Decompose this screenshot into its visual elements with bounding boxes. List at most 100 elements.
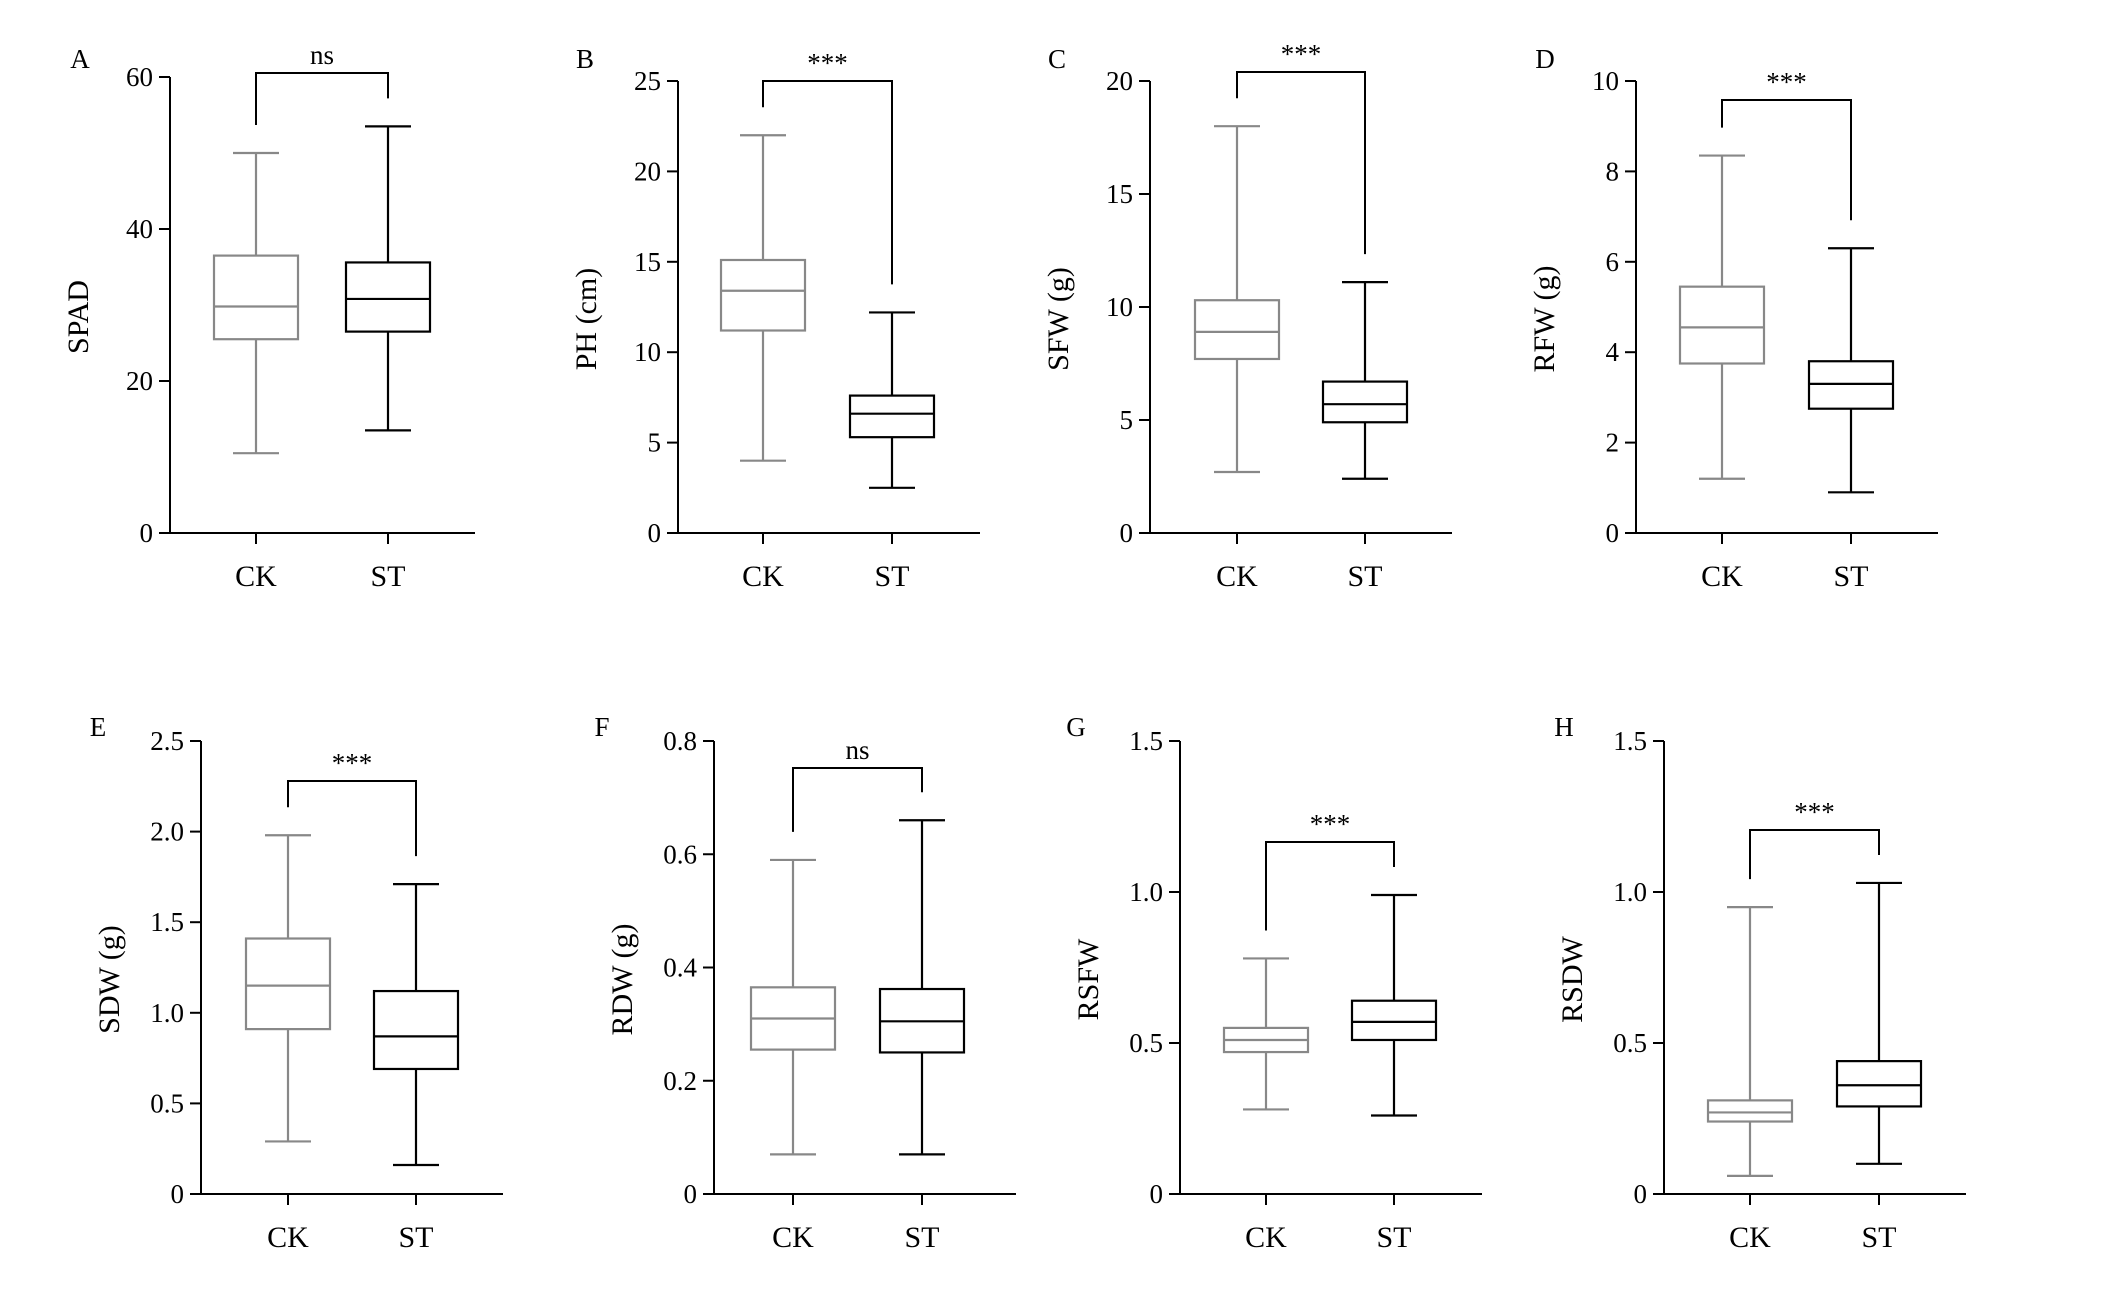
y-tick-label: 10	[1592, 66, 1619, 96]
panel-d: D 0 2 4 6 8 10 RFW (g) CK ST ***	[1528, 44, 1938, 593]
box-ck	[749, 858, 837, 1156]
x-tick-label-ck: CK	[1701, 560, 1743, 593]
y-tick-label: 2.0	[150, 817, 184, 847]
y-tick-label: 4	[1606, 337, 1620, 367]
y-tick-label: 0	[1634, 1179, 1648, 1209]
significance-label: ***	[1766, 67, 1807, 97]
y-tick-label: 0.4	[663, 953, 697, 983]
y-tick-label: 0	[648, 518, 662, 548]
x-tick-label-st: ST	[1376, 1221, 1411, 1254]
box-ck	[1706, 905, 1794, 1177]
panel-letter: F	[594, 712, 609, 742]
significance-bracket	[1265, 841, 1395, 931]
y-tick-label: 1.5	[1129, 726, 1163, 756]
iqr-box	[1193, 299, 1281, 361]
significance-label: ***	[1310, 809, 1351, 839]
box-st	[1807, 247, 1895, 494]
box-st	[878, 819, 966, 1156]
y-tick-label: 5	[648, 428, 662, 458]
box-ck	[719, 134, 807, 462]
y-tick-label: 15	[634, 247, 661, 277]
y-tick-label: 0	[1150, 1179, 1164, 1209]
x-tick-label-ck: CK	[1216, 560, 1258, 593]
box-ck	[244, 834, 332, 1143]
y-tick-label: 6	[1606, 247, 1620, 277]
y-tick-label: 40	[126, 214, 153, 244]
x-tick-label-st: ST	[1347, 560, 1382, 593]
y-tick-label: 1.5	[1613, 726, 1647, 756]
y-tick-label: 1.5	[150, 907, 184, 937]
y-tick-label: 0	[140, 518, 154, 548]
x-tick-label-ck: CK	[235, 560, 277, 593]
x-tick-label-ck: CK	[1729, 1221, 1771, 1254]
y-tick-label: 0.8	[663, 726, 697, 756]
significance-bracket	[287, 780, 417, 857]
panel-g: G 0 0.5 1.0 1.5 RSFW CK ST ***	[1066, 712, 1482, 1254]
iqr-box	[212, 254, 300, 341]
significance-label: ***	[807, 48, 848, 78]
significance-bracket	[1236, 71, 1366, 255]
significance-bracket	[1749, 829, 1880, 880]
x-tick-label-st: ST	[398, 1221, 433, 1254]
panel-letter: D	[1535, 44, 1555, 74]
box-st	[1350, 893, 1438, 1117]
iqr-box	[1678, 285, 1766, 365]
y-tick-label: 10	[1106, 292, 1133, 322]
x-tick-label-st: ST	[1861, 1221, 1896, 1254]
x-tick-label-ck: CK	[1245, 1221, 1287, 1254]
y-tick-label: 8	[1606, 156, 1620, 186]
y-tick-label: 1.0	[1613, 877, 1647, 907]
y-tick-label: 0.6	[663, 839, 697, 869]
significance-bracket	[762, 80, 893, 285]
y-tick-label: 2	[1606, 428, 1620, 458]
panel-a: A 0 20 40 60 SPAD CK ST ns	[62, 40, 475, 593]
y-axis-title: RDW (g)	[606, 924, 639, 1036]
y-axis-title: RFW (g)	[1528, 266, 1561, 373]
y-tick-label: 0.2	[663, 1066, 697, 1096]
y-tick-label: 20	[126, 366, 153, 396]
y-tick-label: 0	[1606, 518, 1620, 548]
y-tick-label: 0.5	[1129, 1028, 1163, 1058]
panel-b: B 0 5 10 15 20 25 PH (cm) CK ST ***	[570, 44, 980, 593]
box-ck	[1678, 154, 1766, 480]
x-tick-label-ck: CK	[267, 1221, 309, 1254]
significance-label: ns	[845, 735, 869, 765]
y-tick-label: 60	[126, 62, 153, 92]
iqr-box	[344, 261, 432, 333]
panel-e: E 0 0.5 1.0 1.5 2.0 2.5 SDW (g) CK ST ***	[90, 712, 503, 1254]
panel-letter: B	[576, 44, 594, 74]
significance-bracket	[255, 72, 389, 125]
iqr-box	[1807, 360, 1895, 410]
x-tick-label-ck: CK	[742, 560, 784, 593]
iqr-box	[372, 989, 460, 1071]
box-st	[1321, 281, 1409, 480]
y-tick-label: 25	[634, 66, 661, 96]
iqr-box	[1350, 999, 1438, 1042]
x-tick-label-st: ST	[904, 1221, 939, 1254]
significance-label: ***	[332, 748, 373, 778]
panel-letter: G	[1066, 712, 1086, 742]
box-ck	[1222, 957, 1310, 1111]
box-st	[372, 883, 460, 1167]
y-axis-title: SFW (g)	[1042, 267, 1075, 371]
panel-h: H 0 0.5 1.0 1.5 RSDW CK ST ***	[1554, 712, 1966, 1254]
box-ck	[1193, 125, 1281, 474]
panel-letter: E	[90, 712, 107, 742]
y-tick-label: 5	[1120, 405, 1134, 435]
y-tick-label: 0	[684, 1179, 698, 1209]
x-tick-label-st: ST	[874, 560, 909, 593]
box-ck	[212, 151, 300, 455]
significance-label: ns	[310, 40, 334, 70]
panel-letter: H	[1554, 712, 1574, 742]
iqr-box	[848, 394, 936, 439]
box-st	[848, 311, 936, 489]
y-tick-label: 2.5	[150, 726, 184, 756]
x-tick-label-ck: CK	[772, 1221, 814, 1254]
x-tick-label-st: ST	[1833, 560, 1868, 593]
iqr-box	[1835, 1060, 1923, 1108]
iqr-box	[719, 258, 807, 332]
panel-letter: C	[1048, 44, 1066, 74]
y-axis-title: SDW (g)	[93, 925, 126, 1034]
